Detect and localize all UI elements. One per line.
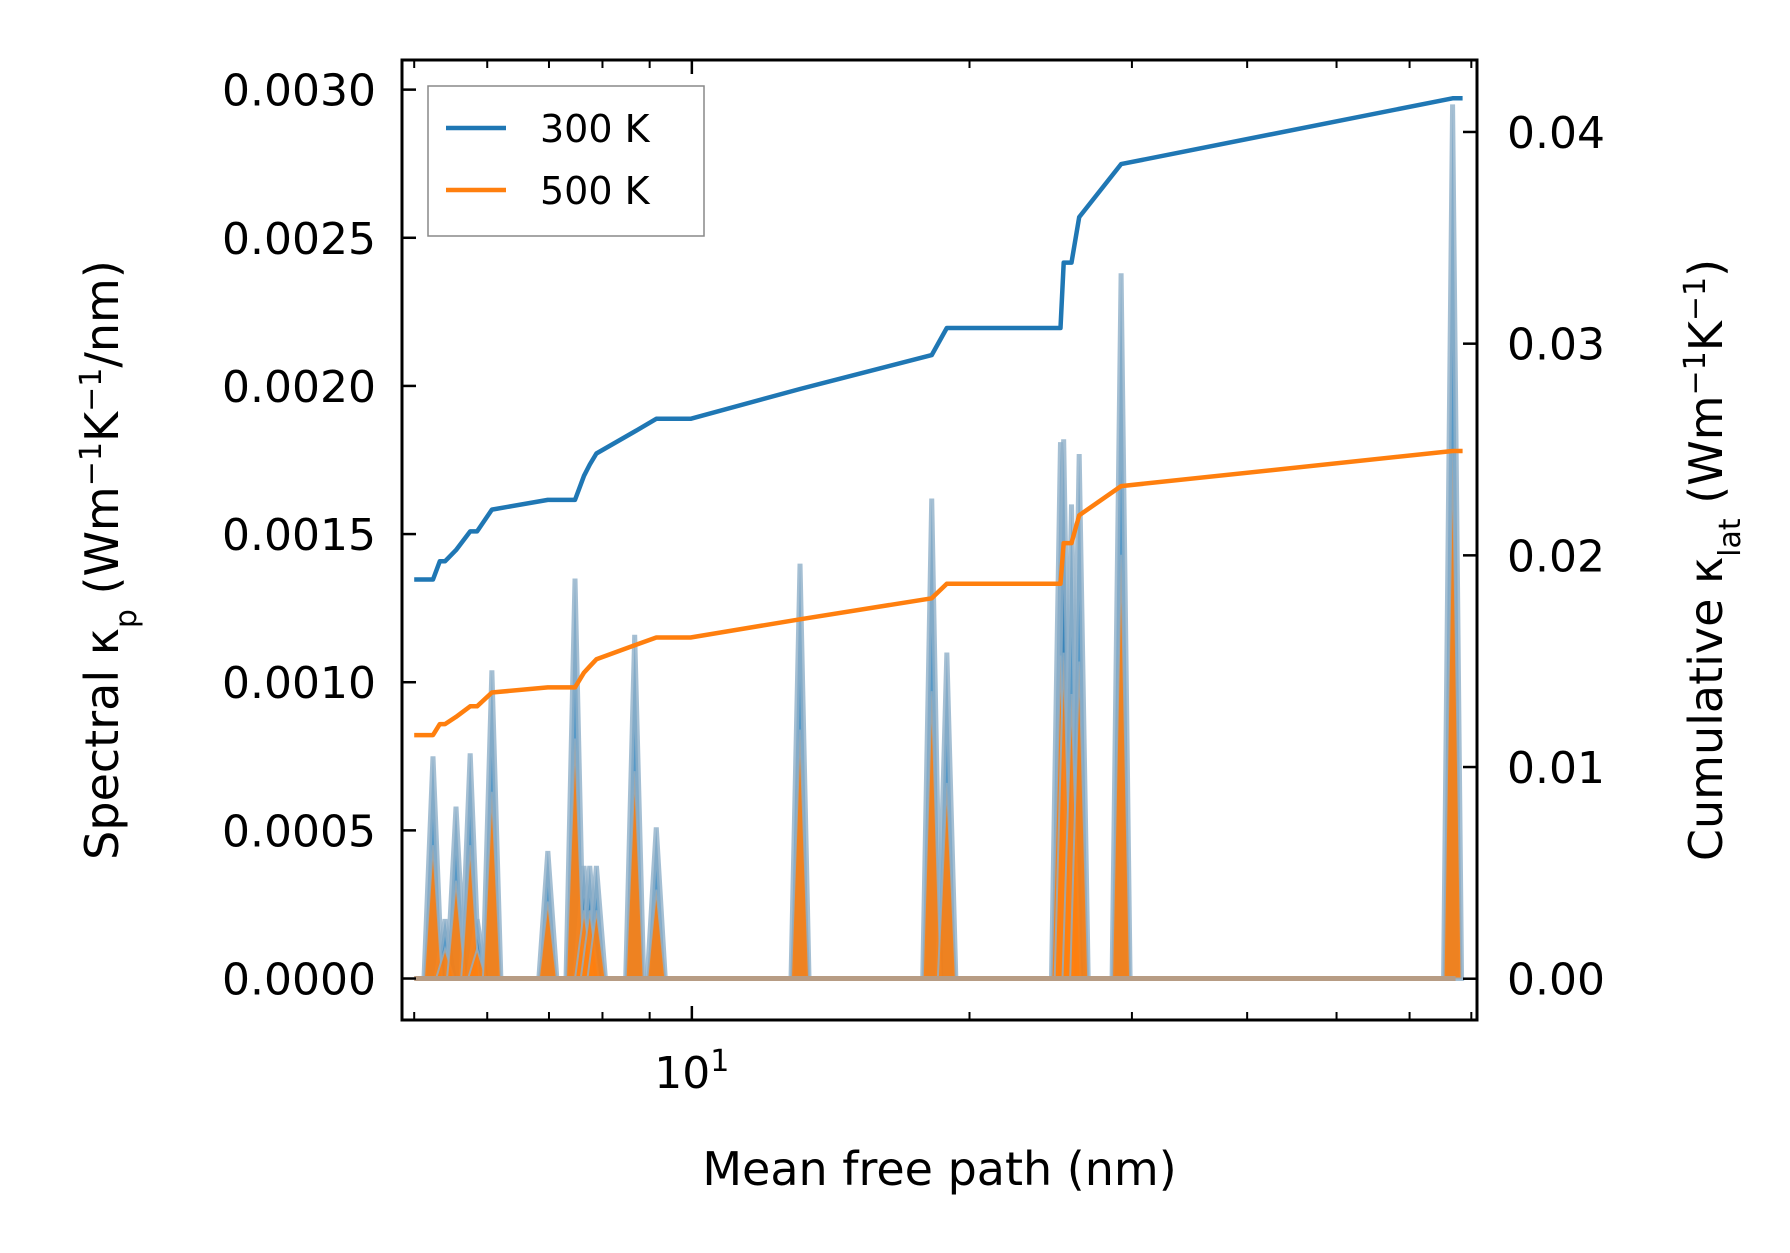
plot-frame — [400, 58, 1479, 1022]
y-left-tick-label: 0.0010 — [222, 658, 376, 709]
y-right-tick-label: 0.04 — [1507, 108, 1605, 159]
x-axis-label: Mean free path (nm) — [702, 1142, 1176, 1196]
cumulative-line-500k — [414, 448, 1463, 738]
axes: 101 0.0000 0.0005 0.0010 0.0015 0.0020 0.0025 0… — [74, 58, 1748, 1196]
y-right-tick-label: 0.00 — [1507, 955, 1605, 1006]
y-right-tick-label: 0.01 — [1507, 743, 1605, 794]
y-left-tick-label: 0.0030 — [222, 66, 376, 117]
y-left-tick-label: 0.0000 — [222, 955, 376, 1006]
y-left-tick-label: 0.0020 — [222, 362, 376, 413]
y-right-axis-label: Cumulative κlat (Wm−1K−1) — [1678, 259, 1748, 861]
spectral-500k-group — [789, 451, 1463, 980]
y-left-tick-label: 0.0025 — [222, 214, 376, 265]
legend-label: 500 K — [540, 169, 651, 213]
y-left-tick-label: 0.0015 — [222, 510, 376, 561]
y-left-axis-label: Spectral κp (Wm−1K−1/nm) — [74, 260, 144, 860]
legend-label: 300 K — [540, 107, 651, 151]
cumulative-line-300k — [414, 96, 1463, 582]
y-left-tick-label: 0.0005 — [222, 806, 376, 857]
spectral-500k-group — [422, 738, 667, 980]
plot-area — [414, 96, 1465, 982]
x-tick-label: 101 — [654, 1044, 729, 1100]
legend-box — [427, 85, 705, 237]
legend: 300 K 500 K — [427, 85, 705, 237]
y-right-tick-label: 0.03 — [1507, 320, 1605, 371]
y-right-tick-label: 0.02 — [1507, 531, 1605, 582]
